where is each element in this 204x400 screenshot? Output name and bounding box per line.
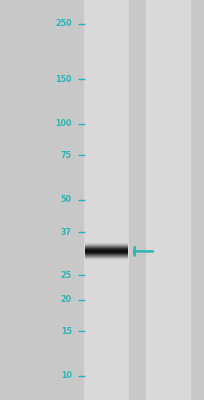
Text: 10: 10 [60, 371, 71, 380]
Text: 250: 250 [55, 19, 71, 28]
Text: 15: 15 [60, 327, 71, 336]
Bar [84, 0, 129, 400]
Text: 100: 100 [55, 119, 71, 128]
Text: 25: 25 [60, 271, 71, 280]
Text: 75: 75 [60, 151, 71, 160]
Text: 150: 150 [55, 75, 71, 84]
Text: 20: 20 [60, 295, 71, 304]
Text: 37: 37 [60, 228, 71, 237]
Bar [145, 0, 190, 400]
Text: 50: 50 [60, 195, 71, 204]
